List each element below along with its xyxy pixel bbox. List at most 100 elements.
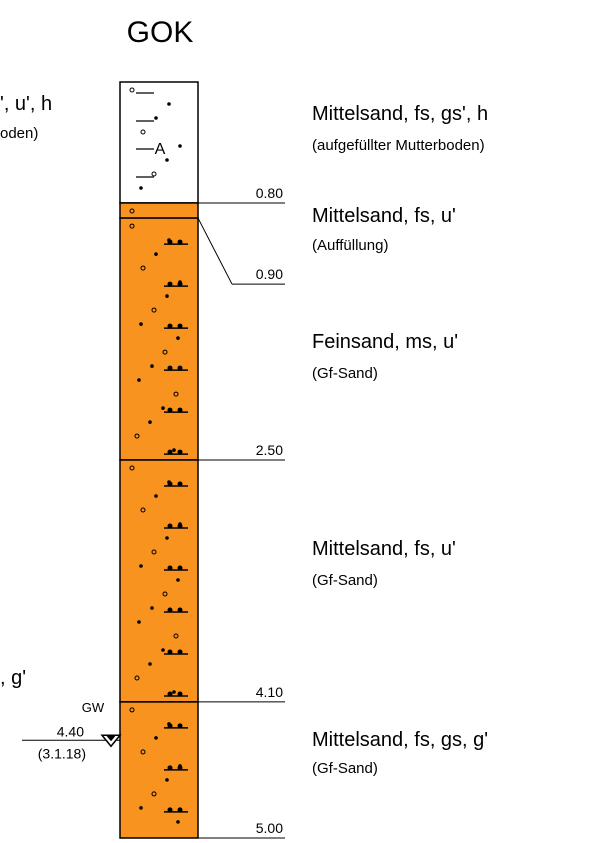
grain-symbol: [177, 565, 183, 571]
grain-symbol: [177, 239, 183, 245]
layer-name: Mittelsand, fs, gs, g': [312, 729, 488, 751]
grain-symbol: [129, 707, 135, 713]
grain-symbol: [167, 691, 173, 697]
layer-name: Feinsand, ms, u': [312, 331, 458, 353]
grain-symbol: [140, 749, 146, 755]
grain-symbol: [129, 87, 135, 93]
grain-symbol: [151, 791, 157, 797]
depth-label: 0.80: [256, 185, 283, 201]
grain-symbol: [167, 481, 173, 487]
layer-name: Mittelsand, fs, u': [312, 205, 456, 227]
grain-symbol: [165, 294, 169, 298]
grain-symbol: [161, 406, 165, 410]
grain-symbol: [162, 349, 168, 355]
depth-label: 2.50: [256, 442, 283, 458]
grain-symbol: [151, 307, 157, 313]
grain-symbol: [176, 820, 180, 824]
grain-symbol: [140, 507, 146, 513]
depth-label: 0.90: [256, 266, 283, 282]
layer-name: Mittelsand, fs, gs', h: [312, 103, 488, 125]
grain-symbol: [134, 675, 140, 681]
grain-symbol: [177, 723, 183, 729]
fill-symbol: A: [155, 141, 166, 158]
grain-symbol: [176, 578, 180, 582]
layer: [119, 217, 199, 461]
grain-symbol: [177, 481, 183, 487]
grain-symbol: [177, 807, 183, 813]
grain-symbol: [177, 607, 183, 613]
layer-note: (aufgefüllter Mutterboden): [312, 137, 485, 154]
grain-symbol: [151, 549, 157, 555]
grain-symbol: [148, 662, 152, 666]
grain-symbol: [177, 691, 183, 697]
left-fragment: oden): [0, 125, 38, 142]
grain-symbol: [167, 239, 173, 245]
grain-symbol: [177, 523, 183, 529]
grain-symbol: [177, 449, 183, 455]
grain-symbol: [167, 449, 173, 455]
grain-symbol: [173, 633, 179, 639]
grain-symbol: [177, 649, 183, 655]
depth-label: 4.10: [256, 684, 283, 700]
grain-symbol: [150, 364, 154, 368]
layer: [119, 459, 199, 703]
grain-symbol: [165, 158, 169, 162]
grain-symbol: [129, 465, 135, 471]
grain-symbol: [173, 391, 179, 397]
gw-symbol: [106, 735, 116, 742]
grain-symbol: [154, 736, 158, 740]
grain-symbol: [150, 606, 154, 610]
grain-symbol: [167, 281, 173, 287]
grain-symbol: [167, 523, 173, 529]
grain-symbol: [139, 186, 143, 190]
grain-symbol: [167, 565, 173, 571]
layer-note: (Gf-Sand): [312, 572, 378, 589]
grain-symbol: [178, 144, 182, 148]
grain-symbol: [167, 607, 173, 613]
grain-symbol: [140, 129, 146, 135]
grain-symbol: [167, 765, 173, 771]
grain-symbol: [167, 649, 173, 655]
grain-symbol: [139, 322, 143, 326]
title: GOK: [127, 16, 194, 49]
grain-symbol: [177, 323, 183, 329]
grain-symbol: [134, 433, 140, 439]
grain-symbol: [137, 620, 141, 624]
grain-symbol: [172, 448, 176, 452]
left-fragment: , g': [0, 667, 26, 689]
grain-symbol: [167, 807, 173, 813]
grain-symbol: [167, 407, 173, 413]
grain-symbol: [172, 690, 176, 694]
grain-symbol: [154, 252, 158, 256]
grain-symbol: [167, 723, 173, 729]
layer-note: (Gf-Sand): [312, 760, 378, 777]
grain-symbol: [177, 765, 183, 771]
grain-symbol: [139, 806, 143, 810]
grain-symbol: [140, 265, 146, 271]
grain-symbol: [177, 407, 183, 413]
grain-symbol: [154, 116, 158, 120]
grain-symbol: [162, 591, 168, 597]
leader-line: [197, 217, 233, 285]
grain-symbol: [167, 323, 173, 329]
gw-date: (3.1.18): [38, 745, 86, 761]
grain-symbol: [154, 494, 158, 498]
left-fragment: ', u', h: [0, 93, 52, 115]
grain-symbol: [137, 378, 141, 382]
gw-label: GW: [82, 700, 105, 715]
gw-depth: 4.40: [57, 723, 84, 739]
grain-symbol: [177, 281, 183, 287]
grain-symbol: [165, 778, 169, 782]
grain-symbol: [161, 648, 165, 652]
layer-note: (Auffüllung): [312, 237, 388, 254]
grain-symbol: [167, 102, 171, 106]
grain-symbol: [129, 208, 135, 214]
layer-note: (Gf-Sand): [312, 365, 378, 382]
grain-symbol: [148, 420, 152, 424]
grain-symbol: [165, 536, 169, 540]
grain-symbol: [139, 564, 143, 568]
grain-symbol: [167, 365, 173, 371]
grain-symbol: [177, 365, 183, 371]
grain-symbol: [129, 223, 135, 229]
